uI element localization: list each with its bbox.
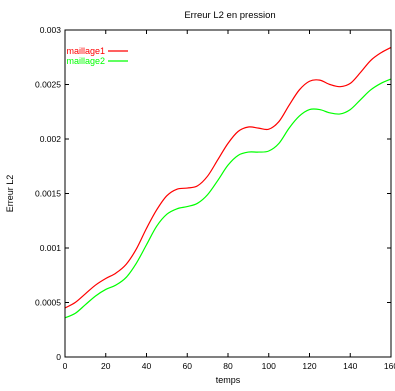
axis-ticks: 0 20 40 60 80 100 120 140 160 0 0.0005 0.001 0.0015 0…	[35, 25, 395, 371]
y-tick-label: 0.001	[40, 243, 62, 253]
y-tick-label: 0.002	[40, 134, 62, 144]
x-tick-label: 20	[101, 361, 111, 371]
y-tick-label: 0	[56, 352, 61, 362]
y-tick-label: 0.003	[40, 25, 62, 35]
series-line-maillage1	[64, 46, 392, 309]
x-tick-label: 120	[302, 361, 316, 371]
x-axis-title: temps	[216, 375, 241, 385]
x-tick-label: 140	[343, 361, 357, 371]
x-tick-label: 40	[142, 361, 152, 371]
series-layer	[64, 46, 392, 319]
y-axis-title: Erreur L2	[5, 175, 15, 213]
x-tick-label: 160	[384, 361, 395, 371]
legend-label: maillage2	[66, 56, 105, 66]
chart-title: Erreur L2 en pression	[184, 10, 275, 21]
plot-frame	[64, 29, 392, 358]
y-tick-label: 0.0015	[35, 189, 61, 199]
y-tick-label: 0.0025	[35, 80, 61, 90]
x-tick-label: 60	[183, 361, 193, 371]
legend-label: maillage1	[66, 46, 105, 56]
y-tick-label: 0.0005	[35, 298, 61, 308]
x-tick-label: 100	[262, 361, 276, 371]
x-tick-label: 80	[223, 361, 233, 371]
series-line-maillage2	[64, 78, 392, 319]
x-tick-label: 0	[63, 361, 68, 371]
